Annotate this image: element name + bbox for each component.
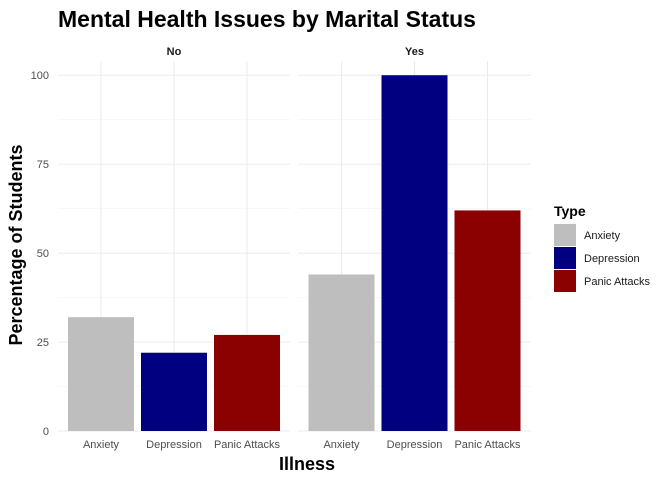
legend: Type Anxiety Depression Panic Attacks (554, 203, 651, 292)
y-tick-label: 75 (37, 159, 49, 171)
y-tick-label: 0 (43, 426, 49, 438)
y-axis: 0 25 50 75 100 (31, 70, 49, 438)
x-tick-label: Depression (387, 439, 443, 451)
bar-yes-depression (381, 75, 448, 431)
x-tick-label: Anxiety (83, 439, 120, 451)
facet-panel-yes: Yes (298, 46, 531, 432)
legend-swatch (554, 224, 576, 246)
legend-label: Depression (584, 253, 640, 265)
legend-swatch (554, 270, 576, 292)
x-tick-label: Depression (146, 439, 202, 451)
y-tick-label: 50 (37, 248, 49, 260)
legend-label: Panic Attacks (584, 276, 651, 288)
legend-title: Type (554, 203, 586, 219)
x-tick-label: Panic Attacks (454, 439, 521, 451)
y-tick-label: 100 (31, 70, 49, 82)
bar-yes-panic-attacks (454, 210, 521, 431)
bar-no-depression (141, 352, 207, 431)
y-axis-title: Percentage of Students (6, 144, 26, 345)
bar-yes-anxiety (308, 274, 375, 431)
facet-label: Yes (405, 46, 424, 58)
facet-panel-no: No (58, 46, 290, 432)
bar-no-panic-attacks (214, 334, 280, 431)
x-tick-label: Panic Attacks (214, 439, 281, 451)
x-axis: Anxiety Depression Panic Attacks Anxiety Dep… (83, 439, 521, 451)
y-tick-label: 25 (37, 337, 49, 349)
facet-label: No (167, 46, 182, 58)
chart-title: Mental Health Issues by Marital Status (58, 6, 476, 32)
bar-no-anxiety (68, 317, 134, 431)
legend-swatch (554, 247, 576, 269)
legend-label: Anxiety (584, 230, 621, 242)
x-tick-label: Anxiety (323, 439, 360, 451)
x-axis-title: Illness (279, 454, 335, 474)
